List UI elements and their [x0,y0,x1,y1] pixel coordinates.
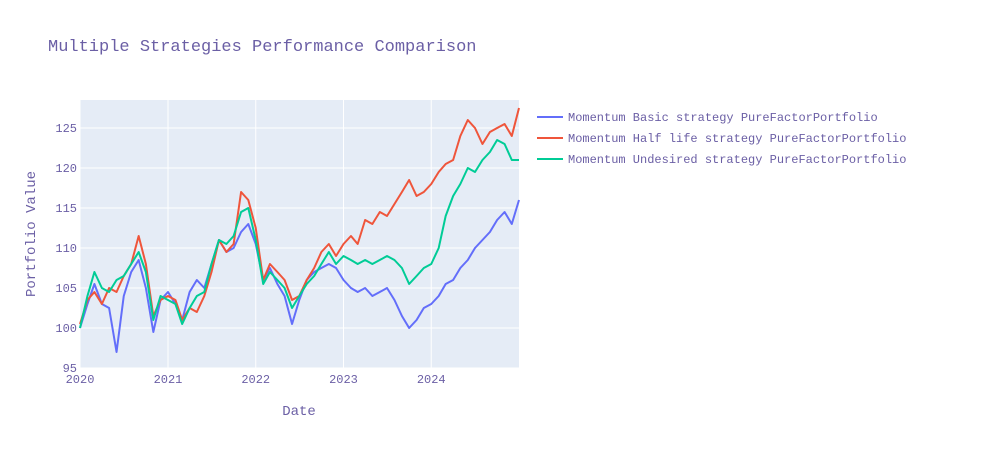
y-tick-label: 100 [55,322,77,336]
y-tick-label: 115 [55,202,77,216]
y-tick-label: 125 [55,122,77,136]
x-tick-label: 2023 [329,373,358,387]
chart-title: Multiple Strategies Performance Comparis… [48,38,476,57]
legend-item-1[interactable]: Momentum Basic strategy PureFactorPortfo… [537,111,878,125]
y-tick-label: 95 [63,362,77,376]
x-tick-label: 2022 [241,373,270,387]
legend: Momentum Basic strategy PureFactorPortfo… [537,111,906,167]
x-tick-label: 2020 [66,373,95,387]
y-tick-label: 110 [55,242,77,256]
x-tick-labels: 2020 2021 2022 2023 2024 [66,373,446,387]
y-axis-title: Portfolio Value [24,171,40,297]
plot-background [80,100,519,368]
x-axis-title: Date [282,404,316,420]
legend-label: Momentum Basic strategy PureFactorPortfo… [568,111,878,125]
legend-label: Momentum Half life strategy PureFactorPo… [568,132,906,146]
legend-item-2[interactable]: Momentum Half life strategy PureFactorPo… [537,132,906,146]
y-tick-label: 105 [55,282,77,296]
legend-item-3[interactable]: Momentum Undesired strategy PureFactorPo… [537,153,906,167]
x-tick-label: 2021 [154,373,183,387]
y-tick-label: 120 [55,162,77,176]
series-line-3 [79,139,519,329]
y-tick-labels: 95 100 105 110 115 120 125 [55,122,77,376]
series-line-1 [79,199,520,353]
series-lines [79,107,520,353]
legend-label: Momentum Undesired strategy PureFactorPo… [568,153,906,167]
x-tick-label: 2024 [417,373,446,387]
